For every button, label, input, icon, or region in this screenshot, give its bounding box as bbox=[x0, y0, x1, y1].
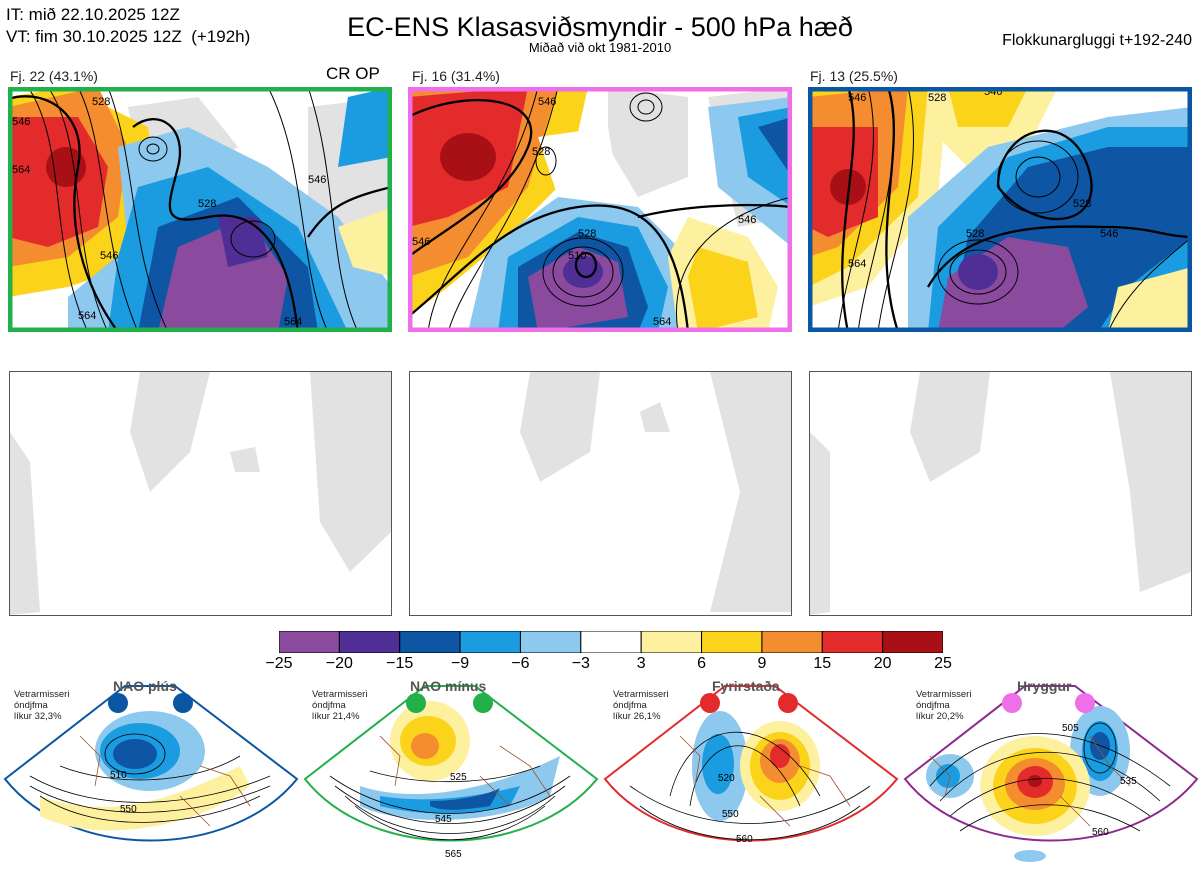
contour-label: 528 bbox=[92, 96, 110, 108]
cluster-3-border bbox=[807, 86, 1193, 333]
regime-title: Hryggur bbox=[1017, 678, 1072, 694]
colorbar-swatch bbox=[399, 630, 461, 654]
cluster-3-label: Fj. 13 (25.5%) bbox=[810, 68, 898, 84]
empty-map-1 bbox=[9, 371, 392, 616]
colorbar-tick-label: 9 bbox=[757, 655, 767, 672]
regime-title: NAO mínus bbox=[410, 678, 487, 694]
contour-label: 550 bbox=[722, 809, 739, 820]
contour-label: 528 bbox=[1073, 198, 1091, 210]
contour-label: 546 bbox=[1100, 228, 1118, 240]
colorbar-swatch bbox=[761, 630, 823, 654]
page-title: EC-ENS Klasasviðsmyndir - 500 hPa hæð bbox=[347, 12, 853, 42]
contour-label: 546 bbox=[12, 116, 30, 128]
colorbar-ticks: −25 −20 −15 −9 −6 −3 3 6 9 15 20 25 bbox=[265, 655, 951, 675]
cluster-2-border bbox=[407, 86, 793, 333]
colorbar-tick-label: −3 bbox=[571, 655, 590, 672]
regime-dot bbox=[473, 693, 493, 713]
cluster-2-label: Fj. 16 (31.4%) bbox=[412, 68, 500, 84]
contour-label: 505 bbox=[1062, 723, 1079, 734]
regime-dot bbox=[173, 693, 193, 713]
colorbar-tick-label: 15 bbox=[813, 655, 832, 672]
colorbar bbox=[278, 630, 944, 654]
colorbar-tick-label: 3 bbox=[636, 655, 646, 672]
regime-blocking: 520 550 560 bbox=[600, 676, 900, 871]
contour-label: 546 bbox=[308, 174, 326, 186]
colorbar-swatch bbox=[278, 630, 340, 654]
regime-nao-plus: 510 550 bbox=[0, 676, 300, 871]
contour-label: 525 bbox=[450, 772, 467, 783]
regime-prob: Vetrarmisseri óndjfma líkur 20,2% bbox=[916, 689, 972, 722]
regime-title: NAO plús bbox=[113, 678, 177, 694]
cluster-1-label: Fj. 22 (43.1%) bbox=[10, 68, 98, 84]
contour-label: 564 bbox=[12, 164, 30, 176]
regime-dot bbox=[1075, 693, 1095, 713]
contour-label: 546 bbox=[848, 92, 866, 104]
cluster-map-3: 546 528 546 546 528 528 564 bbox=[807, 86, 1193, 333]
empty-map-3 bbox=[809, 371, 1192, 616]
cluster-map-2: 546 528 546 546 528 510 564 bbox=[407, 86, 793, 333]
contour-label: 528 bbox=[578, 228, 596, 240]
contour-label: 528 bbox=[532, 146, 550, 158]
contour-label: 564 bbox=[284, 316, 302, 328]
contour-label: 564 bbox=[653, 316, 671, 328]
contour-label: 546 bbox=[538, 96, 556, 108]
contour-label: 565 bbox=[445, 849, 462, 860]
colorbar-swatch bbox=[580, 630, 642, 654]
contour-label: 546 bbox=[738, 214, 756, 226]
contour-label: 528 bbox=[198, 198, 216, 210]
colorbar-tick-label: −15 bbox=[386, 655, 414, 672]
regime-title: Fyrirstaða bbox=[712, 678, 780, 694]
cluster-1-border bbox=[7, 86, 393, 333]
contour-label: 560 bbox=[736, 834, 753, 845]
colorbar-swatch bbox=[640, 630, 703, 654]
cluster-map-1: 546 528 546 564 546 564 564 528 bbox=[7, 86, 393, 333]
contour-label: 528 bbox=[928, 92, 946, 104]
contour-label: 546 bbox=[984, 87, 1002, 98]
contour-label: 510 bbox=[568, 250, 586, 262]
colorbar-swatch bbox=[821, 630, 884, 654]
colorbar-tick-label: −6 bbox=[511, 655, 530, 672]
colorbar-swatch bbox=[338, 630, 401, 654]
regime-dot bbox=[406, 693, 426, 713]
regime-prob: Vetrarmisseri óndjfma líkur 26,1% bbox=[613, 689, 669, 722]
colorbar-swatch bbox=[519, 630, 582, 654]
regime-dot bbox=[108, 693, 128, 713]
colorbar-swatch bbox=[701, 630, 763, 654]
colorbar-tick-label: −20 bbox=[325, 655, 353, 672]
contour-label: 545 bbox=[435, 814, 452, 825]
contour-label: 528 bbox=[966, 228, 984, 240]
regime-dot bbox=[1002, 693, 1022, 713]
valid-time: VT: fim 30.10.2025 12Z (+192h) bbox=[6, 27, 251, 46]
contour-label: 560 bbox=[1092, 827, 1109, 838]
colorbar-tick-label: 6 bbox=[697, 655, 706, 672]
regime-ridge: 505 535 560 bbox=[900, 676, 1200, 871]
regime-dot bbox=[778, 693, 798, 713]
colorbar-tick-label: 25 bbox=[934, 655, 952, 672]
contour-label: 546 bbox=[100, 250, 118, 262]
contour-label: 535 bbox=[1120, 776, 1137, 787]
colorbar-tick-label: −9 bbox=[450, 655, 470, 672]
contour-label: 510 bbox=[110, 770, 127, 781]
colorbar-swatch bbox=[882, 630, 944, 654]
contour-label: 564 bbox=[78, 310, 96, 322]
empty-map-2 bbox=[409, 371, 792, 616]
contour-label: 564 bbox=[848, 258, 866, 270]
init-time: IT: mið 22.10.2025 12Z bbox=[6, 5, 180, 24]
regime-prob: Vetrarmisseri óndjfma líkur 32,3% bbox=[14, 689, 70, 722]
contour-label: 546 bbox=[412, 236, 430, 248]
colorbar-tick-label: 20 bbox=[873, 655, 892, 672]
contour-label: 520 bbox=[718, 773, 735, 784]
regime-nao-minus: 525 545 565 bbox=[300, 676, 600, 871]
page-subtitle: Miðað við okt 1981-2010 bbox=[528, 40, 672, 55]
colorbar-tick-label: −25 bbox=[265, 655, 293, 672]
regime-dot bbox=[700, 693, 720, 713]
contour-label: 550 bbox=[120, 804, 137, 815]
init-valid-time: IT: mið 22.10.2025 12Z VT: fim 30.10.202… bbox=[6, 4, 250, 48]
cluster-1-tag: CR OP bbox=[326, 64, 380, 83]
colorbar-swatch bbox=[459, 630, 521, 654]
classification-window: Flokkunargluggi t+192-240 bbox=[1002, 32, 1192, 49]
regime-prob: Vetrarmisseri óndjfma líkur 21,4% bbox=[312, 689, 368, 722]
